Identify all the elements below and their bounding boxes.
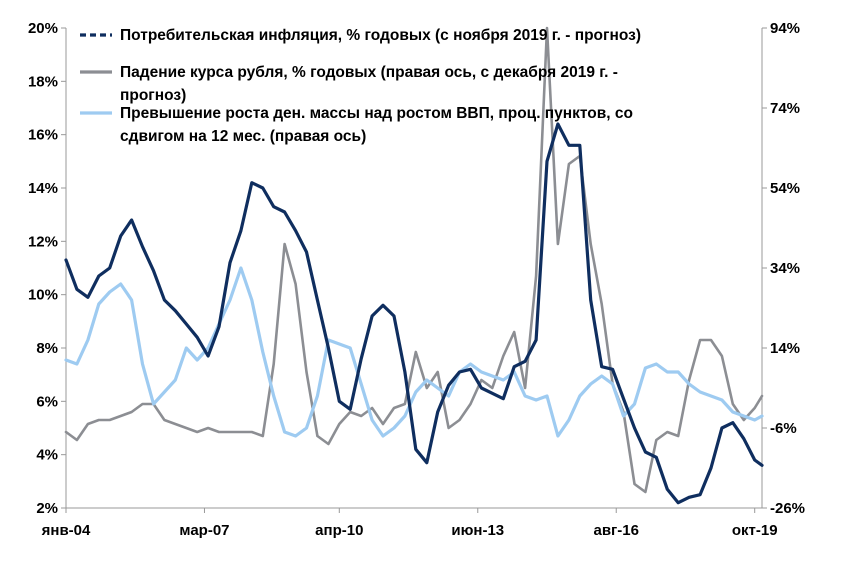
- legend: Потребительская инфляция, % годовых (с н…: [80, 27, 641, 145]
- left-tick-label: 16%: [28, 127, 58, 144]
- x-tick-label: авг-16: [593, 522, 639, 539]
- series-line-2: [64, 26, 764, 494]
- legend-label-1: Потребительская инфляция, % годовых (с н…: [120, 27, 641, 44]
- right-tick-label: 14%: [770, 340, 800, 357]
- series-lines: [64, 26, 764, 505]
- left-tick-label: 8%: [36, 340, 58, 357]
- series-line-3: [64, 266, 764, 438]
- left-tick-label: 20%: [28, 20, 58, 37]
- legend-label-3: Превышение роста ден. массы над ростом В…: [120, 105, 633, 122]
- x-tick-label: июн-13: [451, 522, 504, 539]
- x-tick-label: мар-07: [179, 522, 229, 539]
- right-tick-label: 34%: [770, 260, 800, 277]
- right-tick-label: 94%: [770, 20, 800, 37]
- right-tick-label: -26%: [770, 500, 805, 517]
- left-tick-label: 2%: [36, 500, 58, 517]
- left-tick-label: 18%: [28, 73, 58, 90]
- x-tick-label: апр-10: [315, 522, 363, 539]
- left-tick-label: 10%: [28, 287, 58, 304]
- right-tick-label: -6%: [770, 420, 797, 437]
- left-tick-label: 12%: [28, 233, 58, 250]
- series-line-1: [64, 122, 764, 505]
- x-tick-label: окт-19: [732, 522, 778, 539]
- legend-label-3: сдвигом на 12 мес. (правая ось): [120, 128, 366, 145]
- right-tick-label: 54%: [770, 180, 800, 197]
- axes: 2% 4% 6% 8% 10% 12% 14% 16% 18% 20% -26% -6% 14% 34% 5…: [28, 20, 805, 539]
- right-tick-label: 74%: [770, 100, 800, 117]
- x-tick-label: янв-04: [42, 522, 91, 539]
- left-tick-label: 6%: [36, 393, 58, 410]
- legend-label-2: Падение курса рубля, % годовых (правая о…: [120, 64, 618, 81]
- left-tick-label: 14%: [28, 180, 58, 197]
- legend-label-2: прогноз): [120, 87, 186, 104]
- left-tick-label: 4%: [36, 447, 58, 464]
